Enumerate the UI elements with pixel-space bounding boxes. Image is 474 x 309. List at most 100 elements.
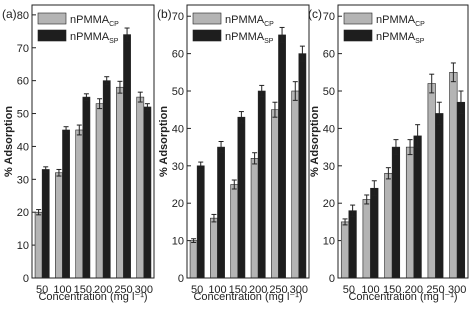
error-bar: [393, 139, 399, 156]
error-bar: [63, 126, 69, 134]
error-bar: [415, 124, 421, 148]
y-tick-label: 0: [178, 273, 184, 285]
legend-subscript: CP: [109, 21, 119, 28]
legend-subscript: CP: [415, 21, 425, 28]
bar: [449, 72, 458, 279]
x-tick-label: 50: [191, 284, 203, 296]
legend-subscript: SP: [109, 38, 119, 45]
error-bar: [56, 168, 62, 177]
legend-name: nPMMA: [225, 14, 265, 26]
bar: [278, 34, 286, 279]
error-bar: [259, 84, 265, 98]
y-tick-label: 20: [323, 198, 335, 210]
y-tick-label: 60: [323, 49, 335, 61]
bar: [348, 210, 357, 279]
legend-subscript: SP: [415, 38, 425, 45]
x-axis-label: Concentration (mg l⁻¹): [348, 291, 457, 303]
x-tick-label: 150: [383, 284, 401, 296]
legend-swatch: [37, 29, 67, 42]
plot-frame: [337, 4, 469, 279]
error-bar: [124, 27, 130, 42]
y-tick-label: 50: [323, 86, 335, 98]
x-tick-label: 50: [343, 284, 355, 296]
y-tick-label: 70: [172, 11, 184, 23]
y-tick-label: 40: [17, 141, 29, 153]
y-tick-label: 20: [172, 198, 184, 210]
y-tick-label: 10: [172, 236, 184, 248]
error-bar: [97, 98, 103, 110]
bar: [230, 184, 239, 279]
x-tick-label: 250: [114, 284, 132, 296]
y-tick-label: 40: [172, 123, 184, 135]
bar: [210, 217, 218, 279]
legend-swatch: [37, 12, 67, 25]
legend-name: nPMMA: [70, 14, 110, 26]
error-bar: [429, 73, 435, 94]
legend-subscript: SP: [264, 38, 274, 45]
error-bar: [272, 101, 278, 118]
y-tick-label: 50: [172, 86, 184, 98]
y-tick-label: 40: [323, 123, 335, 135]
error-bar: [218, 141, 224, 154]
bar: [102, 80, 111, 279]
error-bar: [458, 90, 464, 114]
bar: [189, 240, 198, 279]
y-tick-label: 80: [17, 10, 29, 22]
y-axis-label: % Adsorption: [3, 106, 15, 177]
x-tick-label: 100: [361, 284, 379, 296]
bar: [384, 172, 393, 279]
legend-label: nPMMASP: [70, 31, 119, 45]
error-bar: [238, 111, 244, 124]
x-tick-label: 150: [229, 284, 247, 296]
x-tick-label: 150: [74, 284, 92, 296]
y-tick-label: 70: [323, 11, 335, 23]
error-bar: [299, 45, 305, 62]
bar: [456, 101, 466, 279]
error-bar: [436, 101, 442, 126]
error-bar: [198, 161, 204, 171]
error-bar: [191, 238, 197, 243]
bar: [257, 90, 266, 279]
error-bar: [350, 204, 356, 217]
bar: [271, 109, 279, 279]
x-axis-label: Concentration (mg l⁻¹): [38, 291, 147, 303]
legend-label: nPMMACP: [225, 14, 274, 28]
y-tick-label: 10: [323, 236, 335, 248]
bar: [391, 146, 401, 279]
bar: [123, 34, 131, 279]
y-tick-label: 20: [17, 207, 29, 219]
error-bar: [292, 81, 298, 101]
error-bar: [104, 76, 110, 86]
x-axis-label: Concentration (mg l⁻¹): [193, 291, 302, 303]
error-bar: [231, 179, 237, 190]
y-axis-label: % Adsorption: [158, 106, 170, 177]
bar: [298, 53, 307, 279]
x-tick-label: 200: [94, 284, 112, 296]
y-tick-label: 0: [23, 273, 29, 285]
bar: [34, 211, 43, 279]
y-tick-label: 30: [323, 161, 335, 173]
bar: [62, 129, 70, 279]
legend-label: nPMMASP: [376, 31, 425, 45]
x-tick-label: 300: [290, 284, 308, 296]
plot-frame: [186, 4, 310, 279]
bar: [237, 116, 246, 279]
x-tick-label: 100: [208, 284, 226, 296]
bar: [250, 158, 259, 279]
error-bar: [342, 218, 348, 226]
error-bar: [83, 93, 89, 101]
bar: [340, 221, 350, 279]
error-bar: [279, 26, 285, 43]
y-tick-label: 70: [17, 43, 29, 55]
panel-label: (b): [157, 7, 172, 21]
legend-swatch: [343, 12, 373, 25]
bar: [196, 165, 205, 279]
x-tick-label: 300: [448, 284, 466, 296]
legend-swatch: [192, 29, 222, 42]
legend-subscript: CP: [264, 21, 274, 28]
y-tick-label: 0: [329, 273, 335, 285]
error-bar: [371, 180, 377, 197]
x-tick-label: 50: [36, 284, 48, 296]
